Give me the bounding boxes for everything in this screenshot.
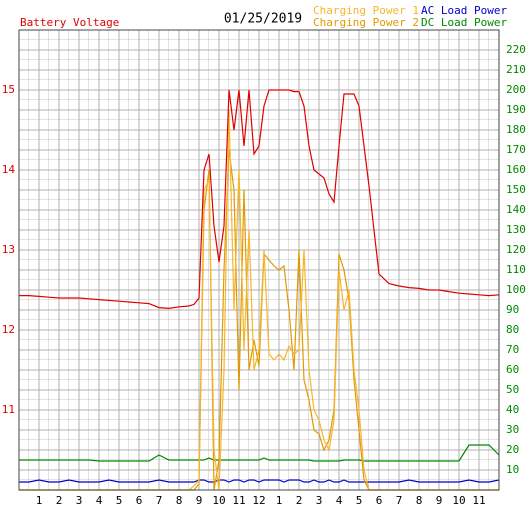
y2-tick-label: 190 [506, 103, 526, 116]
y2-tick-label: 110 [506, 263, 526, 276]
x-tick-label: 11 [472, 494, 485, 507]
plot-border [18, 29, 500, 491]
y2-tick-label: 210 [506, 63, 526, 76]
x-tick-label: 7 [156, 494, 163, 507]
x-tick-label: 5 [356, 494, 363, 507]
y2-tick-label: 10 [506, 463, 519, 476]
x-tick-label: 6 [136, 494, 143, 507]
y2-tick-label: 140 [506, 203, 526, 216]
y2-tick-label: 70 [506, 343, 519, 356]
x-tick-label: 8 [416, 494, 423, 507]
y2-tick-label: 220 [506, 43, 526, 56]
chart-date: 01/25/2019 [224, 12, 302, 27]
labels: 1 2 3 4 5 6 7 8 9 10 11 12 1 2 3 4 5 6 7 8 9 10 11111213141510… [2, 4, 526, 507]
y2-tick-label: 30 [506, 423, 519, 436]
x-tick-label: 9 [196, 494, 203, 507]
x-tick-label: 5 [116, 494, 123, 507]
y2-tick-label: 180 [506, 123, 526, 136]
y2-tick-label: 20 [506, 443, 519, 456]
legend-entry: DC Load Power [421, 16, 507, 29]
y2-tick-label: 40 [506, 403, 519, 416]
y2-tick-label: 100 [506, 283, 526, 296]
y2-tick-label: 120 [506, 243, 526, 256]
y2-tick-label: 130 [506, 223, 526, 236]
x-tick-label: 9 [436, 494, 443, 507]
y2-tick-label: 80 [506, 323, 519, 336]
x-tick-label: 12 [252, 494, 265, 507]
legend-entry: Battery Voltage [20, 16, 119, 29]
y2-tick-label: 60 [506, 363, 519, 376]
y2-tick-label: 160 [506, 163, 526, 176]
x-tick-label: 11 [232, 494, 245, 507]
x-tick-label: 1 [36, 494, 43, 507]
x-tick-label: 2 [296, 494, 303, 507]
x-tick-label: 6 [376, 494, 383, 507]
y-tick-label: 12 [2, 323, 15, 336]
y-tick-label: 15 [2, 83, 15, 96]
y-tick-label: 13 [2, 243, 15, 256]
x-tick-label: 7 [396, 494, 403, 507]
legend-entry: AC Load Power [421, 4, 507, 17]
legend-entry: Charging Power 1 [313, 4, 419, 17]
y2-tick-label: 90 [506, 303, 519, 316]
x-tick-label: 2 [56, 494, 63, 507]
y-tick-label: 14 [2, 163, 16, 176]
x-tick-label: 3 [316, 494, 323, 507]
y2-tick-label: 50 [506, 383, 519, 396]
x-tick-label: 1 [276, 494, 283, 507]
series-line [19, 89, 500, 310]
x-tick-label: 10 [212, 494, 225, 507]
x-tick-label: 10 [452, 494, 465, 507]
legend-entry: Charging Power 2 [313, 16, 419, 29]
y2-tick-label: 150 [506, 183, 526, 196]
x-tick-label: 3 [76, 494, 83, 507]
y-tick-label: 11 [2, 403, 15, 416]
series-line [19, 479, 500, 483]
x-tick-label: 4 [96, 494, 103, 507]
y2-tick-label: 170 [506, 143, 526, 156]
y2-tick-label: 200 [506, 83, 526, 96]
series-line [19, 444, 500, 462]
x-tick-label: 4 [336, 494, 343, 507]
x-tick-label: 8 [176, 494, 183, 507]
